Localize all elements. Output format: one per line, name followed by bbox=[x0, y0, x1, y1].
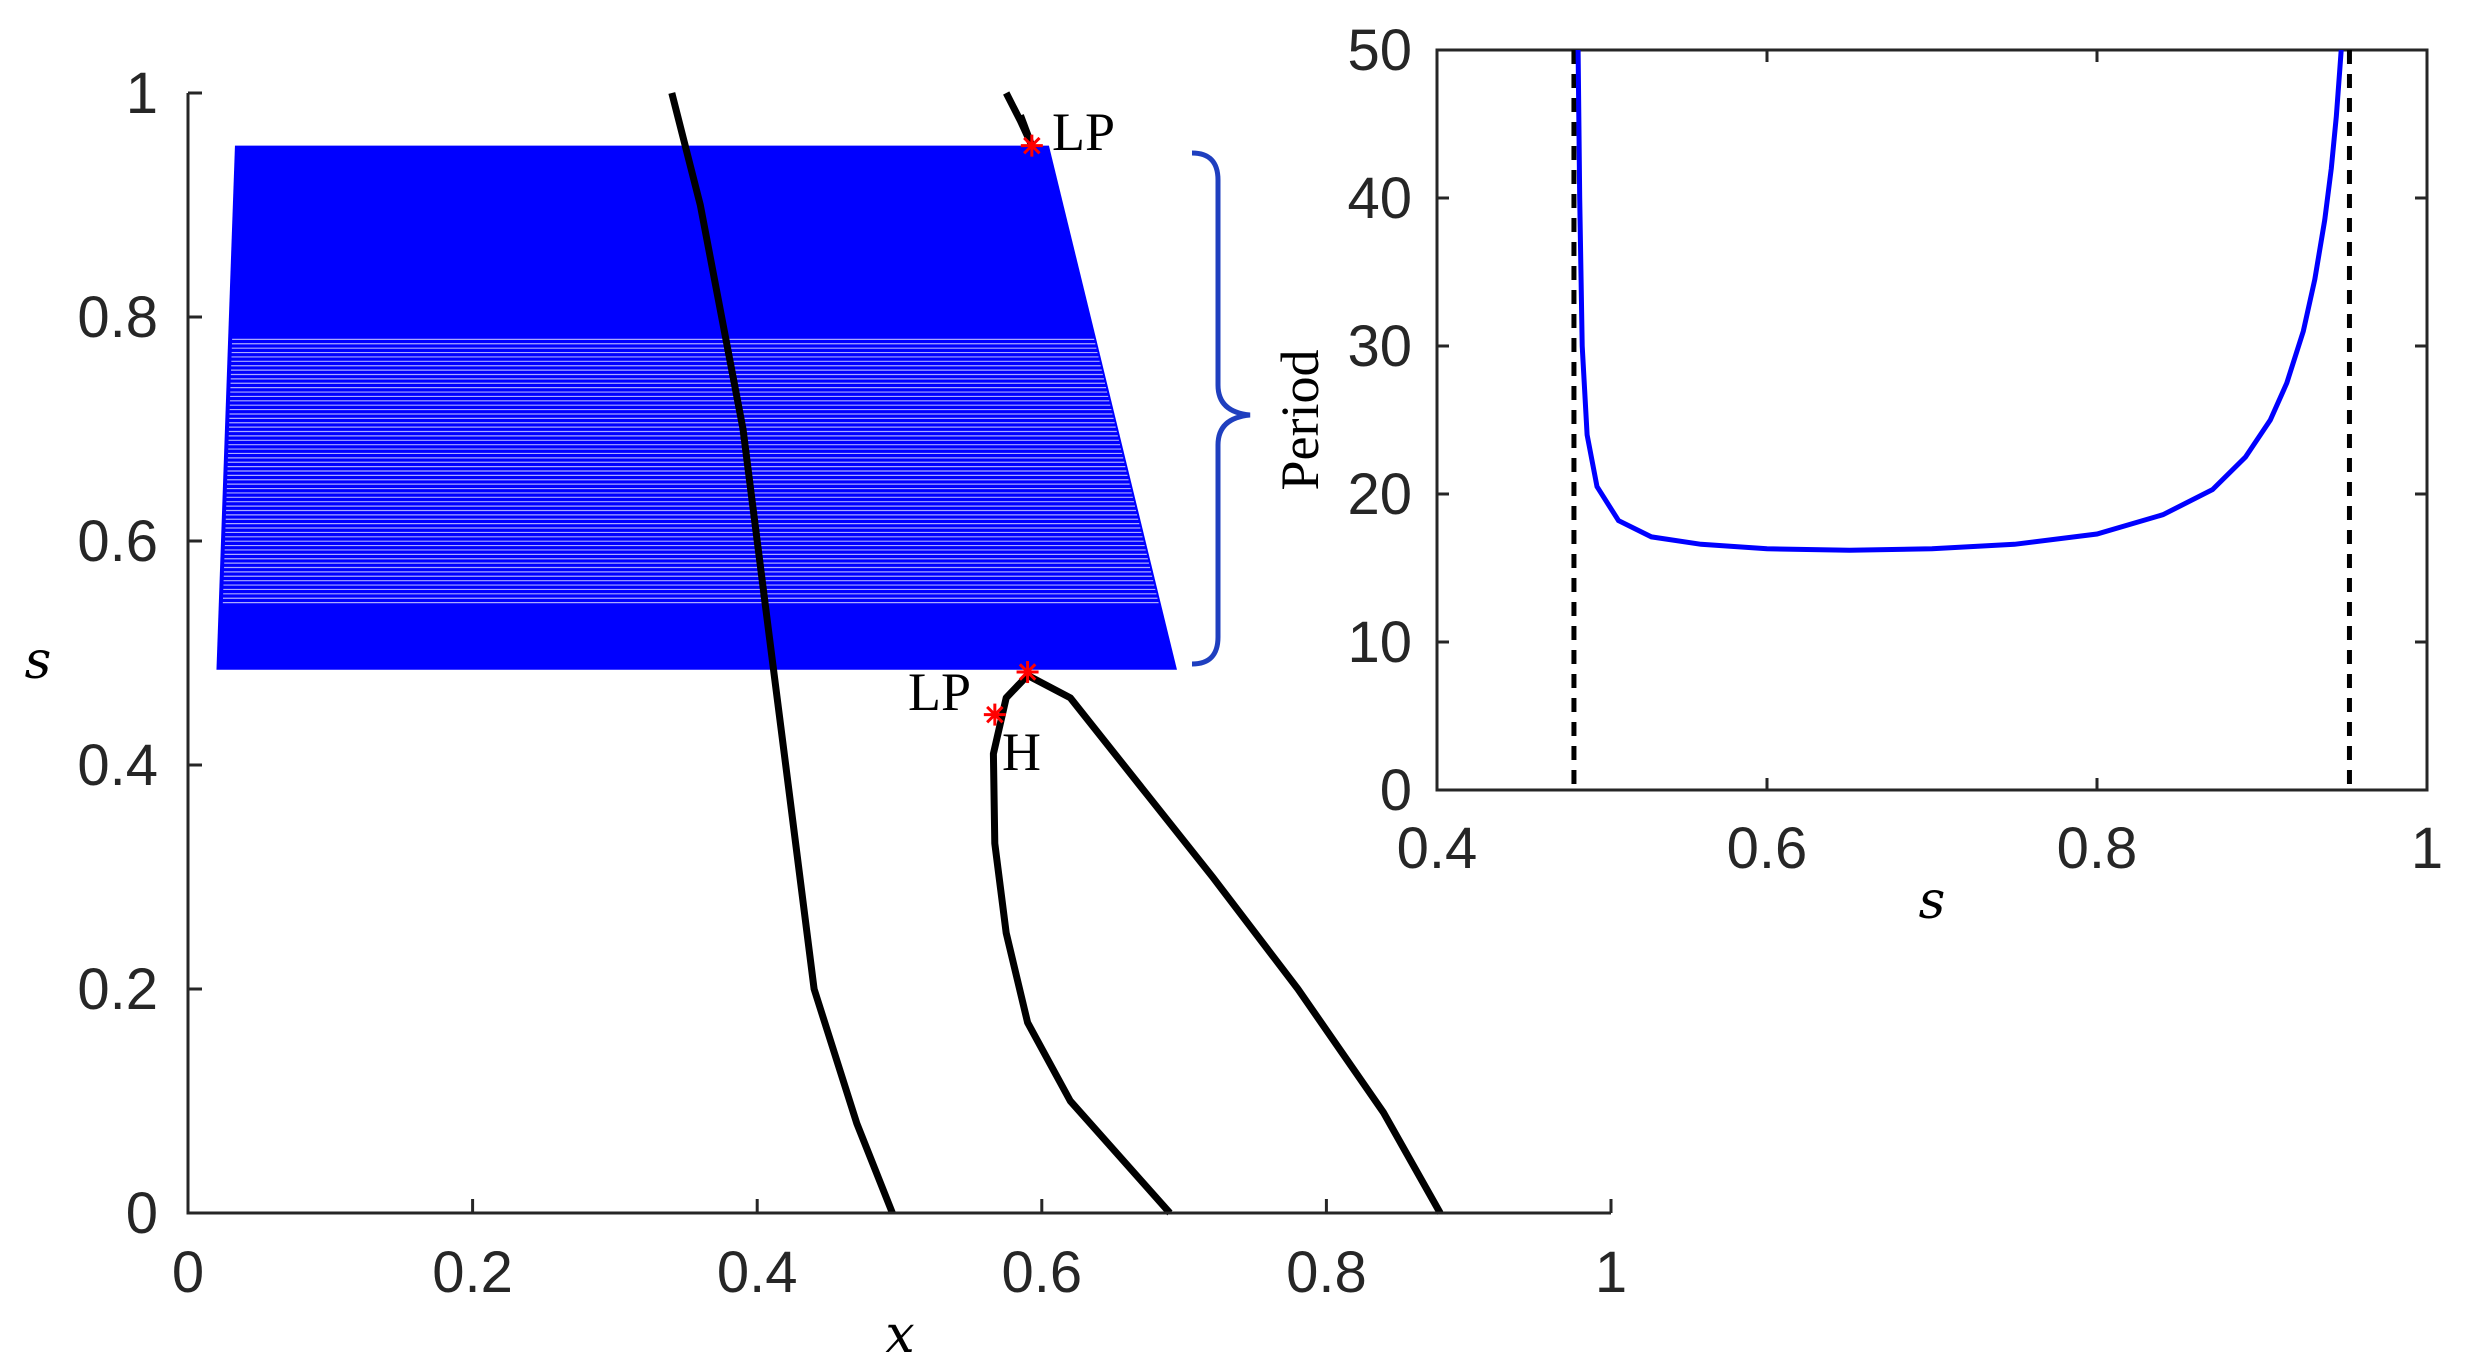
periodic-orbit-lines bbox=[222, 338, 1159, 604]
y-tick-label: 0.4 bbox=[77, 733, 158, 798]
period-axes-box bbox=[1435, 48, 2429, 792]
period-x-tick-label: 1 bbox=[2411, 816, 2443, 881]
period-y-tick-label: 40 bbox=[1347, 166, 1412, 231]
right-x-ticks: 0.4 0.6 0.8 1 bbox=[1397, 50, 2443, 881]
right-x-axis-label: s bbox=[1919, 871, 1946, 931]
x-tick-label: 0.6 bbox=[1001, 1240, 1082, 1305]
period-panel: 0.4 0.6 0.8 1 0 10 20 30 40 50 s Period bbox=[1270, 18, 2443, 931]
special-point-marker bbox=[1020, 134, 1043, 157]
x-tick-label: 0 bbox=[172, 1240, 204, 1305]
period-curve bbox=[1575, 49, 2344, 553]
reference-lines bbox=[1571, 50, 2352, 790]
right-y-ticks: 0 10 20 30 40 50 bbox=[1347, 18, 2427, 823]
period-y-tick-label: 50 bbox=[1347, 18, 1412, 83]
x-tick-label: 0.4 bbox=[717, 1240, 798, 1305]
equilibrium-curve-1 bbox=[668, 92, 896, 1215]
y-tick-label: 0.2 bbox=[77, 957, 158, 1022]
left-x-ticks: 0 0.2 0.4 0.6 0.8 1 bbox=[172, 1199, 1627, 1305]
bifurcation-panel: 0 0.2 0.4 0.6 0.8 1 00.20.40.60.81 x s LP LP … bbox=[25, 61, 1627, 1356]
special-point-marker bbox=[983, 703, 1006, 726]
right-y-axis-label: Period bbox=[1270, 350, 1330, 491]
period-y-tick-label: 0 bbox=[1380, 758, 1412, 823]
period-x-tick-label: 0.4 bbox=[1397, 816, 1478, 881]
y-tick-label: 0.6 bbox=[77, 509, 158, 574]
periodic-orbit-envelope bbox=[216, 145, 1177, 670]
period-x-tick-label: 0.6 bbox=[1727, 816, 1808, 881]
equilibrium-curves bbox=[668, 91, 1444, 1216]
x-tick-label: 1 bbox=[1595, 1240, 1627, 1305]
special-point-marker bbox=[1016, 661, 1039, 684]
left-y-axis-label: s bbox=[25, 631, 52, 691]
y-tick-label: 1 bbox=[126, 61, 158, 126]
special-points bbox=[983, 134, 1043, 726]
y-tick-label: 0 bbox=[126, 1181, 158, 1246]
left-y-ticks: 0 0.2 0.4 0.6 0.8 1 bbox=[77, 61, 202, 1246]
left-x-axis-label: x bbox=[885, 1305, 914, 1356]
period-y-tick-label: 20 bbox=[1347, 462, 1412, 527]
equilibrium-curve-4 bbox=[989, 671, 1444, 1216]
x-tick-label: 0.8 bbox=[1286, 1240, 1367, 1305]
period-y-tick-label: 10 bbox=[1347, 610, 1412, 675]
lp-label-top: LP bbox=[1052, 102, 1115, 162]
period-y-tick-label: 30 bbox=[1347, 314, 1412, 379]
lp-label-bottom: LP bbox=[908, 662, 971, 722]
h-label: H bbox=[1002, 722, 1041, 782]
y-tick-label: 0.8 bbox=[77, 285, 158, 350]
period-x-tick-label: 0.8 bbox=[2057, 816, 2138, 881]
x-tick-label: 0.2 bbox=[432, 1240, 513, 1305]
range-bracket bbox=[1191, 150, 1251, 667]
equilibrium-curve-3 bbox=[1017, 114, 1036, 147]
